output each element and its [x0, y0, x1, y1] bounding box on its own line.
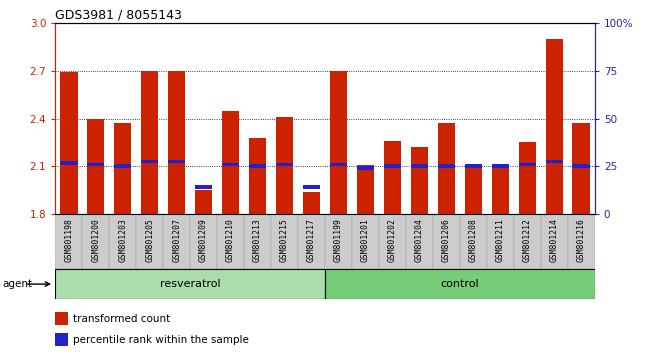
Bar	[325, 214, 352, 269]
Bar	[168, 160, 185, 163]
Bar	[384, 165, 401, 168]
Text: GSM801199: GSM801199	[334, 218, 343, 262]
Bar	[487, 214, 514, 269]
Bar	[276, 117, 293, 214]
Bar	[271, 214, 298, 269]
Text: resveratrol: resveratrol	[160, 279, 220, 289]
Text: GSM801205: GSM801205	[145, 218, 154, 262]
Bar	[357, 166, 374, 170]
Bar	[195, 190, 213, 214]
Bar	[60, 161, 77, 165]
Bar	[491, 165, 509, 168]
Bar	[217, 214, 244, 269]
Bar	[303, 185, 320, 189]
Bar	[491, 165, 509, 214]
Text: percentile rank within the sample: percentile rank within the sample	[73, 335, 249, 345]
Bar	[55, 269, 325, 299]
Bar	[379, 214, 406, 269]
Text: GSM801213: GSM801213	[253, 218, 262, 262]
Bar	[330, 71, 347, 214]
Bar	[249, 165, 266, 168]
Bar	[141, 71, 159, 214]
Bar	[514, 214, 541, 269]
Text: GSM801198: GSM801198	[64, 218, 73, 262]
Bar	[465, 165, 482, 168]
Text: GSM801202: GSM801202	[388, 218, 397, 262]
Bar	[114, 123, 131, 214]
Bar	[222, 163, 239, 166]
Bar	[573, 165, 590, 168]
Bar	[195, 185, 213, 189]
Bar	[519, 142, 536, 214]
Text: GSM801207: GSM801207	[172, 218, 181, 262]
Bar	[276, 163, 293, 166]
Text: GSM801209: GSM801209	[199, 218, 208, 262]
Bar	[168, 71, 185, 214]
Bar	[519, 163, 536, 166]
Text: GSM801216: GSM801216	[577, 218, 586, 262]
Text: GSM801200: GSM801200	[91, 218, 100, 262]
Bar	[568, 214, 595, 269]
Text: GSM801210: GSM801210	[226, 218, 235, 262]
Text: GSM801214: GSM801214	[550, 218, 559, 262]
Bar	[330, 163, 347, 166]
Text: GSM801217: GSM801217	[307, 218, 316, 262]
Text: GSM801212: GSM801212	[523, 218, 532, 262]
Bar	[60, 73, 77, 214]
Bar	[55, 214, 83, 269]
Bar	[82, 214, 109, 269]
Bar	[357, 165, 374, 214]
Bar	[190, 214, 217, 269]
Bar	[141, 160, 159, 163]
Bar	[136, 214, 163, 269]
Bar	[406, 214, 433, 269]
Bar	[222, 110, 239, 214]
Text: GSM801211: GSM801211	[496, 218, 505, 262]
Text: control: control	[441, 279, 479, 289]
Bar	[303, 192, 320, 214]
Bar	[411, 165, 428, 168]
Bar	[352, 214, 379, 269]
Bar	[545, 39, 563, 214]
Bar	[109, 214, 136, 269]
Text: transformed count: transformed count	[73, 314, 170, 324]
Bar	[437, 123, 455, 214]
Text: GSM801208: GSM801208	[469, 218, 478, 262]
Bar	[325, 269, 595, 299]
Bar	[249, 138, 266, 214]
Bar	[114, 165, 131, 168]
Bar	[55, 312, 68, 325]
Bar	[411, 147, 428, 214]
Bar	[55, 333, 68, 346]
Bar	[87, 163, 105, 166]
Bar	[437, 165, 455, 168]
Bar	[384, 141, 401, 214]
Bar	[298, 214, 325, 269]
Bar	[465, 165, 482, 214]
Bar	[573, 123, 590, 214]
Text: GDS3981 / 8055143: GDS3981 / 8055143	[55, 9, 182, 22]
Bar	[545, 160, 563, 163]
Text: GSM801215: GSM801215	[280, 218, 289, 262]
Bar	[433, 214, 460, 269]
Bar	[87, 119, 105, 214]
Text: GSM801203: GSM801203	[118, 218, 127, 262]
Text: GSM801206: GSM801206	[442, 218, 451, 262]
Bar	[244, 214, 271, 269]
Text: agent: agent	[2, 279, 32, 289]
Text: GSM801201: GSM801201	[361, 218, 370, 262]
Text: GSM801204: GSM801204	[415, 218, 424, 262]
Bar	[460, 214, 487, 269]
Bar	[163, 214, 190, 269]
Bar	[541, 214, 568, 269]
